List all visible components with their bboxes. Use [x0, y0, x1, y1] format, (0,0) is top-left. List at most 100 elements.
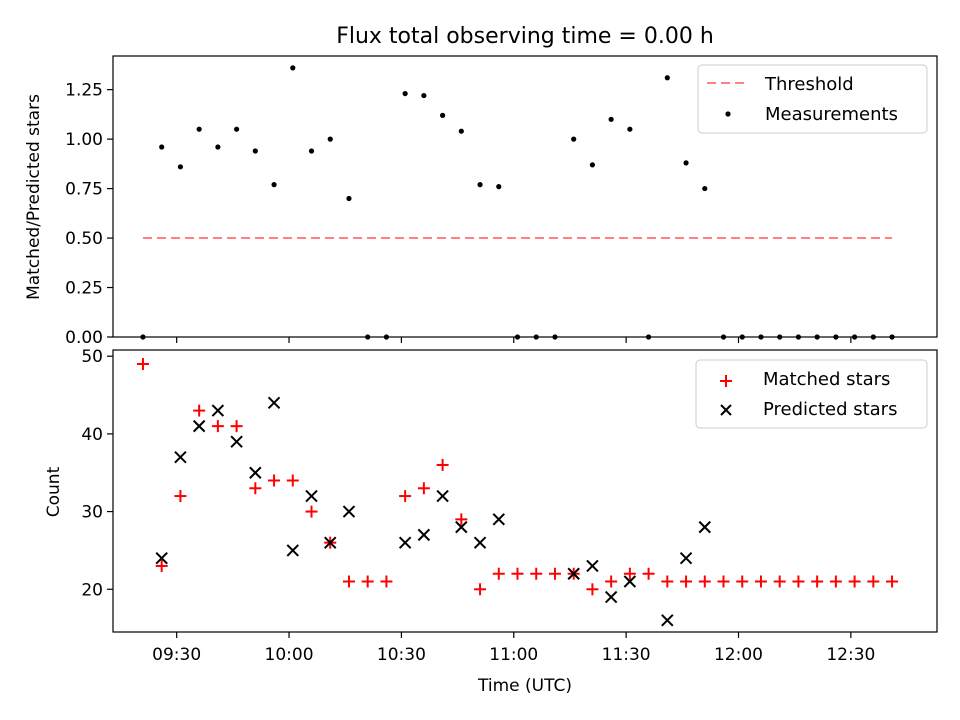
- predicted-star-marker: [342, 505, 356, 518]
- matched-star-marker: [492, 567, 505, 580]
- measurement-point: [327, 136, 333, 142]
- predicted-star-marker: [174, 450, 187, 464]
- predicted-star-stroke-b: [192, 419, 206, 433]
- bottom-x-tick-label: 11:00: [489, 645, 538, 665]
- predicted-star-marker: [230, 435, 243, 448]
- top-y-tick-label: 0.00: [65, 328, 103, 348]
- predicted-star-stroke-b: [286, 544, 299, 557]
- legend-predicted-swatch: [720, 404, 732, 416]
- predicted-star-marker: [249, 466, 262, 479]
- matched-star-marker: [155, 559, 168, 572]
- predicted-star-stroke-b: [211, 404, 225, 417]
- top-legend: Threshold Measurements: [697, 64, 928, 134]
- bottom-x-ticks: 09:30 10:00 10:30 11:00 11:30 12:00 12:30: [152, 632, 875, 665]
- predicted-star-stroke-b: [604, 590, 618, 604]
- matched-star-marker: [211, 420, 224, 433]
- bottom-x-tick-label: 10:30: [377, 645, 426, 665]
- bottom-x-tick-label: 10:00: [265, 645, 314, 665]
- bottom-x-tick-label: 12:00: [714, 645, 763, 665]
- matched-star-marker: [886, 575, 899, 588]
- matched-star-marker: [380, 575, 393, 588]
- matched-star-marker: [361, 575, 374, 588]
- measurement-point: [234, 126, 240, 132]
- predicted-stars-points: [155, 396, 711, 627]
- predicted-star-stroke-b: [679, 551, 693, 565]
- predicted-star-stroke-b: [586, 559, 599, 573]
- matched-star-marker: [792, 575, 805, 588]
- predicted-star-stroke-b: [492, 513, 505, 526]
- legend-matched-swatch: [720, 375, 732, 387]
- matched-star-marker: [342, 575, 355, 588]
- predicted-star-marker: [436, 489, 449, 503]
- predicted-star-marker: [192, 419, 206, 433]
- matched-stars-points: [136, 357, 899, 596]
- predicted-star-marker: [473, 536, 487, 549]
- top-y-ticks: 0.00 0.25 0.50 0.75 1.00 1.25: [65, 81, 113, 348]
- predicted-star-stroke-b: [455, 520, 468, 534]
- matched-star-marker: [736, 575, 749, 588]
- matched-star-marker: [848, 575, 861, 588]
- matched-star-marker: [474, 583, 487, 596]
- measurement-point: [683, 160, 689, 166]
- matched-star-marker: [605, 575, 618, 588]
- predicted-star-stroke-b: [267, 396, 281, 410]
- predicted-star-stroke-b: [398, 536, 412, 549]
- legend-measurements-label: Measurements: [765, 104, 898, 125]
- bottom-y-tick-label: 30: [81, 503, 103, 523]
- bottom-y-axis-label: Count: [44, 466, 64, 517]
- predicted-star-marker: [398, 536, 412, 549]
- measurement-point: [159, 144, 165, 150]
- predicted-star-stroke-b: [155, 551, 168, 565]
- top-y-tick-label: 0.25: [65, 279, 103, 299]
- predicted-star-stroke-b: [623, 575, 637, 588]
- measurement-point: [496, 184, 502, 190]
- matched-star-marker: [548, 567, 561, 580]
- measurement-point: [252, 148, 258, 154]
- predicted-star-marker: [604, 590, 618, 604]
- predicted-star-marker: [155, 551, 168, 565]
- predicted-star-stroke-b: [698, 520, 711, 534]
- measurement-point: [308, 148, 315, 154]
- bottom-y-ticks: 20 30 40 50: [81, 347, 113, 600]
- matched-star-marker: [661, 575, 674, 588]
- top-legend-box: [697, 64, 928, 134]
- predicted-star-stroke-b: [305, 489, 318, 503]
- matched-star-marker: [174, 490, 187, 503]
- predicted-star-stroke-b: [324, 536, 337, 549]
- predicted-star-stroke-b: [436, 489, 449, 503]
- matched-star-marker: [698, 575, 711, 588]
- matched-star-marker: [436, 458, 449, 471]
- measurement-point: [664, 75, 670, 81]
- measurement-point: [177, 164, 184, 170]
- measurement-point: [196, 126, 202, 132]
- predicted-star-marker: [661, 614, 674, 627]
- measurement-point: [346, 195, 352, 202]
- matched-star-marker: [193, 404, 206, 417]
- matched-star-marker: [286, 474, 299, 487]
- bottom-y-tick-label: 40: [81, 425, 103, 445]
- measurement-point: [290, 65, 296, 71]
- predicted-star-stroke-b: [230, 435, 243, 448]
- predicted-star-stroke-b: [417, 528, 431, 542]
- measurement-point: [571, 136, 577, 142]
- bottom-x-tick-label: 12:30: [826, 645, 875, 665]
- measurement-point: [271, 182, 277, 188]
- legend-predicted-label: Predicted stars: [763, 399, 897, 420]
- bottom-y-tick-label: 20: [81, 580, 103, 600]
- predicted-star-stroke-b: [567, 567, 580, 580]
- measurement-point: [627, 126, 633, 132]
- legend-measurements-swatch: [725, 111, 731, 117]
- top-y-tick-label: 1.00: [65, 130, 103, 150]
- matched-star-marker: [136, 357, 149, 370]
- bottom-legend-box: [695, 359, 928, 429]
- matched-star-marker: [867, 575, 880, 588]
- top-x-ticks: [176, 337, 852, 343]
- measurement-point: [589, 162, 596, 168]
- predicted-star-marker: [211, 404, 225, 417]
- matched-star-marker: [399, 490, 412, 503]
- predicted-star-stroke-b: [473, 536, 487, 549]
- top-y-tick-label: 0.50: [65, 229, 103, 249]
- measurement-point: [440, 112, 446, 118]
- matched-star-marker: [623, 567, 636, 580]
